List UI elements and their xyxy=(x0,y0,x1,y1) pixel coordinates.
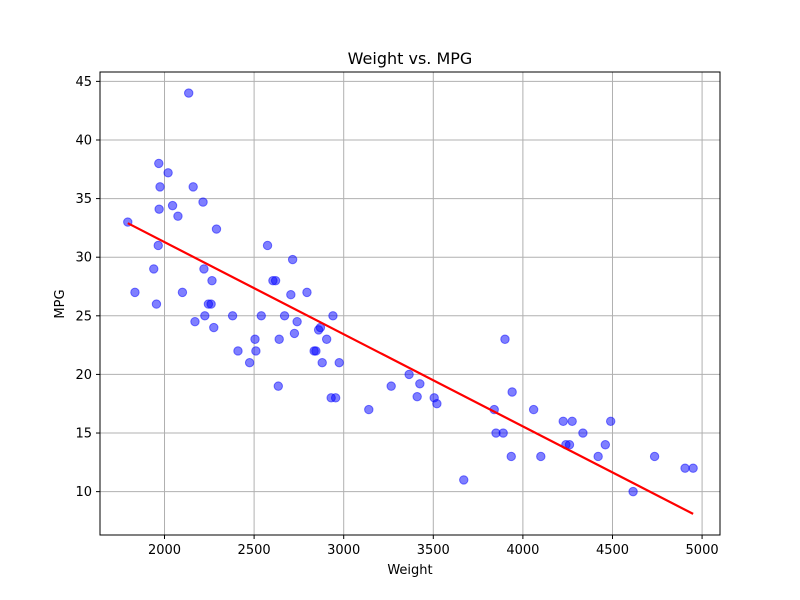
x-tick-label: 3000 xyxy=(327,543,360,558)
scatter-point xyxy=(188,182,198,192)
scatter-point xyxy=(558,416,568,427)
scatter-point xyxy=(311,346,321,356)
scatter-point xyxy=(279,311,290,321)
scatter-point xyxy=(211,224,222,234)
scatter-point xyxy=(536,451,546,462)
x-tick-label: 2500 xyxy=(238,543,271,558)
scatter-points xyxy=(123,88,698,497)
scatter-point xyxy=(564,440,575,450)
scatter-point xyxy=(154,158,164,169)
y-tick-label: 20 xyxy=(75,368,92,383)
scatter-point xyxy=(578,428,588,438)
scatter-point xyxy=(130,287,140,298)
y-tick-label: 35 xyxy=(75,192,92,207)
scatter-point xyxy=(605,416,616,427)
scatter-point xyxy=(256,311,266,321)
x-tick-label: 3500 xyxy=(417,543,450,558)
scatter-point xyxy=(209,322,219,333)
scatter-point xyxy=(498,428,508,438)
plot-frame xyxy=(99,71,721,536)
scatter-point xyxy=(262,240,273,251)
scatter-point xyxy=(250,334,260,344)
scatter-point xyxy=(274,334,284,344)
y-tick-label: 30 xyxy=(75,251,92,266)
scatter-point xyxy=(200,311,210,321)
scatter-point xyxy=(500,334,510,344)
trendline xyxy=(127,222,694,515)
scatter-point xyxy=(207,275,217,286)
x-tick-label: 5000 xyxy=(686,543,719,558)
scatter-point xyxy=(459,475,469,485)
x-tick-label: 4000 xyxy=(506,543,539,558)
scatter-point xyxy=(198,197,208,207)
scatter-point xyxy=(153,240,163,251)
y-tick-label: 10 xyxy=(75,485,92,500)
scatter-point xyxy=(649,451,660,462)
scatter-point xyxy=(244,357,255,368)
scatter-point xyxy=(177,287,188,298)
scatter-point xyxy=(199,264,209,274)
y-tick-label: 25 xyxy=(75,309,92,324)
scatter-point xyxy=(386,381,396,391)
scatter-point xyxy=(227,311,238,321)
scatter-point xyxy=(415,379,425,389)
scatter-point xyxy=(330,393,341,403)
scatter-point xyxy=(628,486,638,497)
scatter-point xyxy=(273,381,283,391)
scatter-point xyxy=(289,328,300,339)
scatter-point xyxy=(233,346,243,356)
scatter-point xyxy=(206,299,216,309)
scatter-point xyxy=(151,299,162,309)
scatter-point xyxy=(507,387,517,397)
trendline-segment xyxy=(127,222,694,515)
x-tick-label: 2000 xyxy=(148,543,181,558)
scatter-point xyxy=(593,451,603,462)
scatter-point xyxy=(600,440,611,450)
scatter-point xyxy=(680,463,690,473)
scatter-point xyxy=(412,391,422,402)
y-tick-label: 45 xyxy=(75,75,92,90)
scatter-point xyxy=(317,357,327,368)
scatter-point xyxy=(190,316,200,327)
y-tick-label: 40 xyxy=(75,133,92,148)
scatter-point xyxy=(688,463,698,473)
scatter-point xyxy=(321,334,332,344)
scatter-point xyxy=(149,264,159,274)
scatter-point xyxy=(404,369,414,380)
scatter-point xyxy=(528,404,539,415)
x-axis-label: Weight xyxy=(387,563,432,578)
scatter-point xyxy=(287,254,298,265)
scatter-point xyxy=(432,399,442,409)
scatter-point xyxy=(302,287,312,298)
scatter-point xyxy=(364,404,374,415)
scatter-point xyxy=(292,316,302,327)
scatter-point xyxy=(163,168,173,178)
y-axis-ticks: 10 15 20 25 30 35 40 45 xyxy=(75,75,100,500)
scatter-point xyxy=(328,311,338,321)
scatter-point xyxy=(183,88,194,98)
y-axis-label: MPG xyxy=(53,289,68,318)
x-tick-label: 4500 xyxy=(596,543,629,558)
chart-title: Weight vs. MPG xyxy=(348,49,473,68)
scatter-point xyxy=(270,275,281,286)
x-axis-ticks: 2000 2500 3000 3500 4000 4500 5000 xyxy=(148,535,719,558)
scatter-point xyxy=(155,182,165,192)
scatter-point xyxy=(167,200,178,211)
scatter-point xyxy=(334,357,344,368)
scatter-point xyxy=(173,211,183,221)
y-tick-label: 15 xyxy=(75,427,92,442)
scatter-point xyxy=(286,290,296,300)
scatter-point xyxy=(506,451,516,462)
scatter-point xyxy=(251,346,261,356)
scatter-point xyxy=(567,416,577,427)
scatter-point xyxy=(154,204,164,214)
